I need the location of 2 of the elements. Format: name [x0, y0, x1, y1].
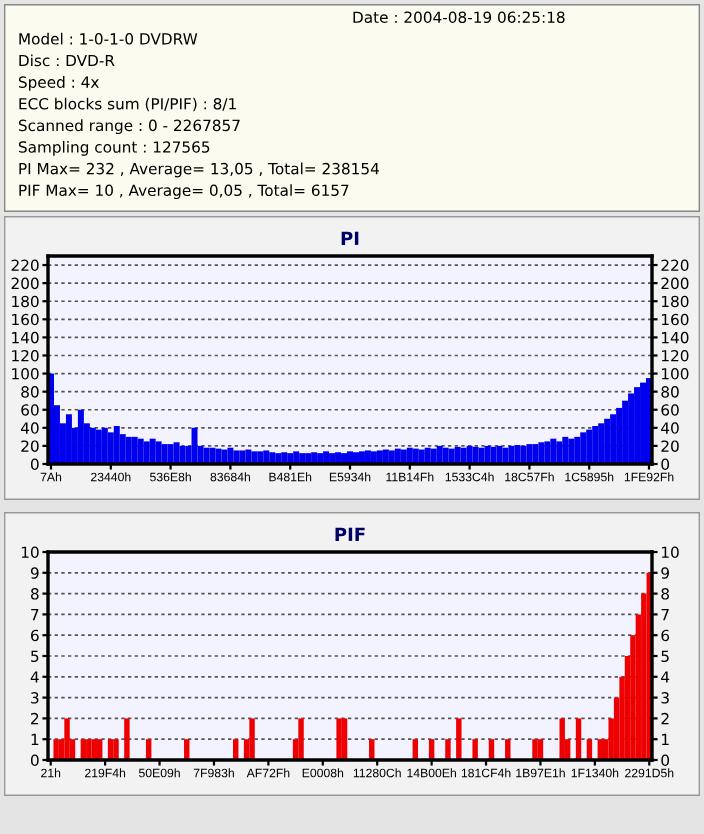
chart-title: PIF	[335, 527, 365, 541]
chart-title: PI	[341, 231, 359, 245]
